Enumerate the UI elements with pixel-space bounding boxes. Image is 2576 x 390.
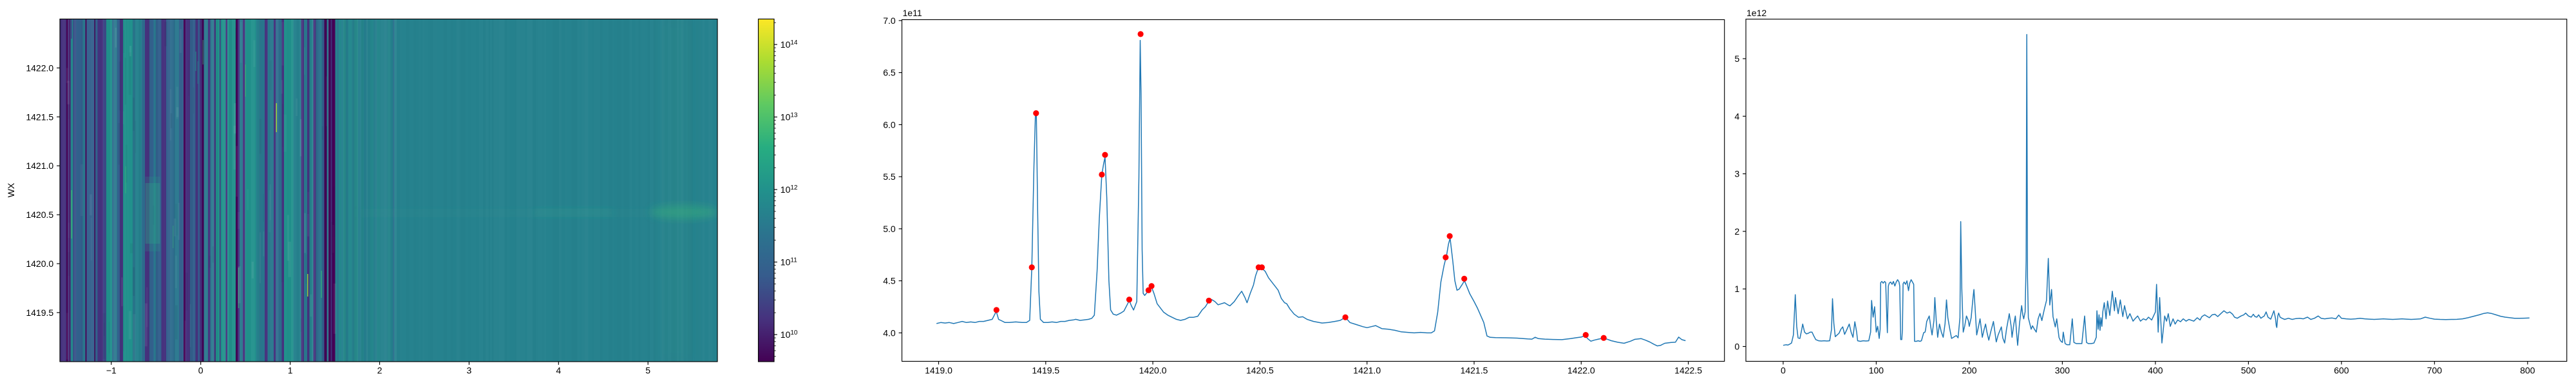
svg-text:1421.5: 1421.5 bbox=[1461, 366, 1488, 376]
svg-text:100: 100 bbox=[1869, 366, 1884, 376]
svg-text:0: 0 bbox=[1781, 366, 1786, 376]
svg-text:5.5: 5.5 bbox=[883, 171, 896, 182]
svg-text:4: 4 bbox=[556, 366, 561, 376]
svg-text:3: 3 bbox=[467, 366, 472, 376]
svg-text:5: 5 bbox=[1734, 54, 1739, 64]
svg-text:1421.0: 1421.0 bbox=[26, 161, 53, 171]
svg-text:700: 700 bbox=[2427, 366, 2443, 376]
svg-text:3: 3 bbox=[1734, 169, 1739, 179]
svg-text:1: 1 bbox=[1734, 284, 1739, 294]
svg-text:WX: WX bbox=[6, 182, 16, 197]
svg-text:1421.5: 1421.5 bbox=[26, 112, 53, 122]
svg-text:4.0: 4.0 bbox=[883, 327, 896, 338]
svg-text:6.0: 6.0 bbox=[883, 119, 896, 130]
svg-text:4.5: 4.5 bbox=[883, 276, 896, 286]
svg-text:1420.5: 1420.5 bbox=[26, 210, 53, 220]
svg-text:1420.0: 1420.0 bbox=[26, 258, 53, 269]
svg-text:1e12: 1e12 bbox=[1747, 8, 1766, 18]
svg-text:600: 600 bbox=[2334, 366, 2349, 376]
svg-text:200: 200 bbox=[1962, 366, 1977, 376]
svg-text:1421.0: 1421.0 bbox=[1353, 366, 1381, 376]
svg-text:−1: −1 bbox=[106, 366, 117, 376]
svg-text:1420.5: 1420.5 bbox=[1246, 366, 1274, 376]
svg-text:300: 300 bbox=[2055, 366, 2070, 376]
svg-text:2: 2 bbox=[1734, 226, 1739, 237]
svg-text:5.0: 5.0 bbox=[883, 224, 896, 234]
svg-text:7.0: 7.0 bbox=[883, 15, 896, 26]
svg-text:6.5: 6.5 bbox=[883, 68, 896, 78]
svg-text:1419.5: 1419.5 bbox=[26, 307, 53, 318]
svg-text:5: 5 bbox=[645, 366, 650, 376]
svg-text:4: 4 bbox=[1734, 111, 1739, 121]
svg-text:400: 400 bbox=[2148, 366, 2163, 376]
svg-text:0: 0 bbox=[1734, 342, 1739, 352]
svg-text:2: 2 bbox=[377, 366, 383, 376]
svg-text:1419.5: 1419.5 bbox=[1032, 366, 1059, 376]
svg-text:1420.0: 1420.0 bbox=[1139, 366, 1167, 376]
svg-text:1422.0: 1422.0 bbox=[26, 63, 53, 73]
svg-text:1: 1 bbox=[288, 366, 293, 376]
svg-text:500: 500 bbox=[2241, 366, 2257, 376]
svg-text:1e11: 1e11 bbox=[903, 8, 922, 18]
svg-text:1422.0: 1422.0 bbox=[1567, 366, 1595, 376]
svg-text:800: 800 bbox=[2520, 366, 2535, 376]
svg-text:1419.0: 1419.0 bbox=[925, 366, 952, 376]
svg-text:0: 0 bbox=[198, 366, 204, 376]
svg-text:1422.5: 1422.5 bbox=[1674, 366, 1702, 376]
